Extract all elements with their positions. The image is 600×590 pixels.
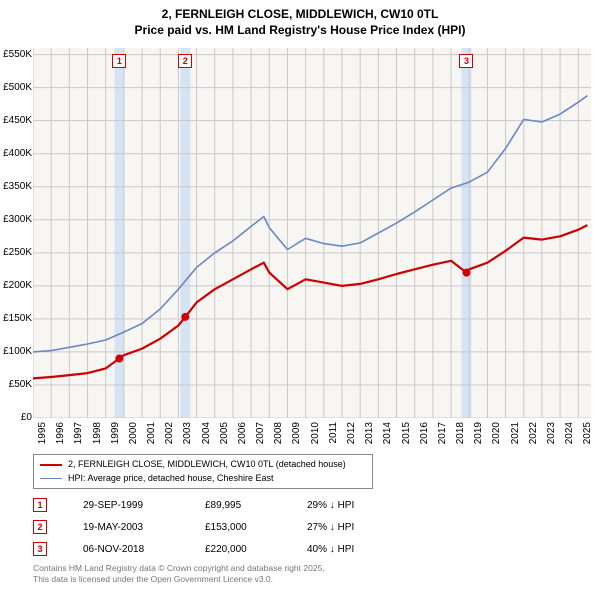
y-tick-label: £0 bbox=[0, 412, 32, 423]
x-tick-label: 2020 bbox=[491, 422, 502, 462]
tx-delta: 29% ↓ HPI bbox=[307, 500, 397, 511]
table-row: 3 06-NOV-2018 £220,000 40% ↓ HPI bbox=[33, 538, 397, 560]
legend-swatch-property bbox=[40, 464, 62, 466]
tx-delta: 40% ↓ HPI bbox=[307, 544, 397, 555]
title-block: 2, FERNLEIGH CLOSE, MIDDLEWICH, CW10 0TL… bbox=[0, 0, 600, 38]
y-tick-label: £450K bbox=[0, 115, 32, 126]
x-tick-label: 2016 bbox=[419, 422, 430, 462]
tx-marker-1: 1 bbox=[33, 498, 47, 512]
footnote-line-1: Contains HM Land Registry data © Crown c… bbox=[33, 563, 325, 574]
legend: 2, FERNLEIGH CLOSE, MIDDLEWICH, CW10 0TL… bbox=[33, 454, 373, 489]
tx-price: £153,000 bbox=[205, 522, 271, 533]
table-row: 2 19-MAY-2003 £153,000 27% ↓ HPI bbox=[33, 516, 397, 538]
y-tick-label: £150K bbox=[0, 313, 32, 324]
y-tick-label: £250K bbox=[0, 247, 32, 258]
legend-row-property: 2, FERNLEIGH CLOSE, MIDDLEWICH, CW10 0TL… bbox=[40, 458, 366, 472]
table-row: 1 29-SEP-1999 £89,995 29% ↓ HPI bbox=[33, 494, 397, 516]
chart-marker-1: 1 bbox=[112, 54, 126, 68]
x-tick-label: 2022 bbox=[528, 422, 539, 462]
y-tick-label: £500K bbox=[0, 82, 32, 93]
tx-price: £220,000 bbox=[205, 544, 271, 555]
tx-price: £89,995 bbox=[205, 500, 271, 511]
y-tick-label: £100K bbox=[0, 346, 32, 357]
x-tick-label: 2017 bbox=[437, 422, 448, 462]
title-line-1: 2, FERNLEIGH CLOSE, MIDDLEWICH, CW10 0TL bbox=[0, 6, 600, 22]
footnote: Contains HM Land Registry data © Crown c… bbox=[33, 563, 325, 585]
tx-date: 29-SEP-1999 bbox=[83, 500, 169, 511]
chart-marker-2: 2 bbox=[178, 54, 192, 68]
x-tick-label: 2021 bbox=[510, 422, 521, 462]
tx-delta: 27% ↓ HPI bbox=[307, 522, 397, 533]
legend-swatch-hpi bbox=[40, 478, 62, 479]
chart-container: 2, FERNLEIGH CLOSE, MIDDLEWICH, CW10 0TL… bbox=[0, 0, 600, 590]
chart-area bbox=[33, 48, 591, 418]
legend-row-hpi: HPI: Average price, detached house, Ches… bbox=[40, 472, 366, 486]
y-tick-label: £400K bbox=[0, 148, 32, 159]
x-tick-label: 2014 bbox=[382, 422, 393, 462]
y-tick-label: £550K bbox=[0, 49, 32, 60]
y-tick-label: £350K bbox=[0, 181, 32, 192]
y-tick-label: £50K bbox=[0, 379, 32, 390]
y-tick-label: £300K bbox=[0, 214, 32, 225]
x-tick-label: 2025 bbox=[582, 422, 593, 462]
tx-marker-3: 3 bbox=[33, 542, 47, 556]
title-line-2: Price paid vs. HM Land Registry's House … bbox=[0, 22, 600, 38]
tx-date: 06-NOV-2018 bbox=[83, 544, 169, 555]
x-tick-label: 2018 bbox=[455, 422, 466, 462]
tx-marker-2: 2 bbox=[33, 520, 47, 534]
x-tick-label: 2024 bbox=[564, 422, 575, 462]
footnote-line-2: This data is licensed under the Open Gov… bbox=[33, 574, 325, 585]
legend-label-hpi: HPI: Average price, detached house, Ches… bbox=[68, 472, 273, 486]
transaction-table: 1 29-SEP-1999 £89,995 29% ↓ HPI 2 19-MAY… bbox=[33, 494, 397, 560]
legend-label-property: 2, FERNLEIGH CLOSE, MIDDLEWICH, CW10 0TL… bbox=[68, 458, 346, 472]
tx-date: 19-MAY-2003 bbox=[83, 522, 169, 533]
chart-marker-3: 3 bbox=[459, 54, 473, 68]
x-tick-label: 2015 bbox=[401, 422, 412, 462]
chart-svg bbox=[33, 48, 591, 418]
y-tick-label: £200K bbox=[0, 280, 32, 291]
x-tick-label: 2019 bbox=[473, 422, 484, 462]
x-tick-label: 2023 bbox=[546, 422, 557, 462]
